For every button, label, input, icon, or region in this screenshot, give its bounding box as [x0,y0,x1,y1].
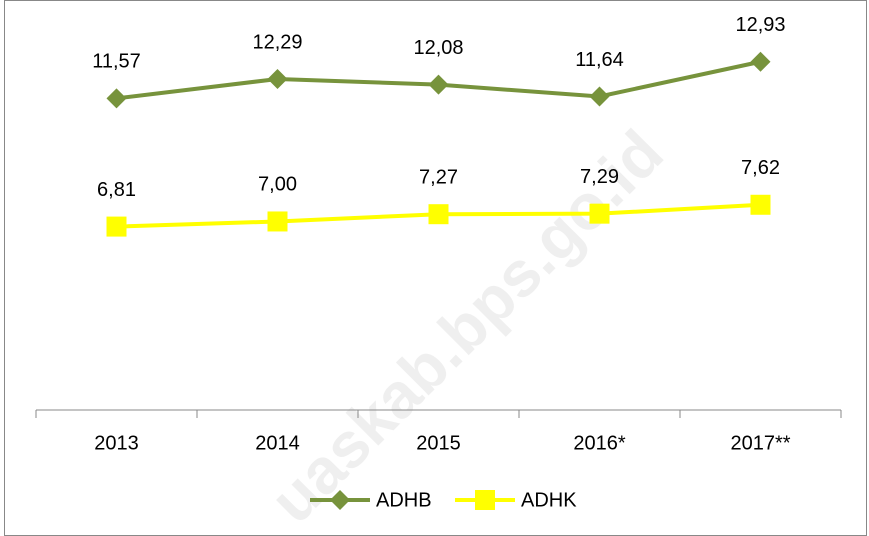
data-label: 7,62 [741,157,780,179]
data-point [106,88,127,109]
legend-label: ADHK [521,489,577,511]
data-label: 7,29 [580,166,619,188]
data-label: 7,00 [258,174,297,196]
data-label: 12,29 [252,31,302,53]
data-label: 11,64 [575,49,624,71]
data-point [267,68,288,89]
x-tick-label: 2014 [255,432,300,454]
legend-marker [475,490,495,510]
data-label: 7,27 [419,166,458,188]
x-tick-label: 2017** [730,432,790,454]
data-point [750,194,771,215]
data-point [267,211,288,232]
data-point [428,204,449,225]
data-point [589,86,610,107]
data-point [589,203,610,224]
data-label: 11,57 [92,51,141,73]
x-tick-label: 2013 [94,432,139,454]
data-label: 6,81 [97,179,136,201]
data-point [106,216,127,237]
data-point [750,51,771,72]
data-point [428,74,449,95]
x-tick-label: 2015 [416,432,461,454]
legend-label: ADHB [376,489,432,511]
data-label: 12,08 [413,37,463,59]
legend-marker [330,490,350,510]
data-label: 12,93 [735,14,785,36]
x-tick-label: 2016* [573,432,625,454]
